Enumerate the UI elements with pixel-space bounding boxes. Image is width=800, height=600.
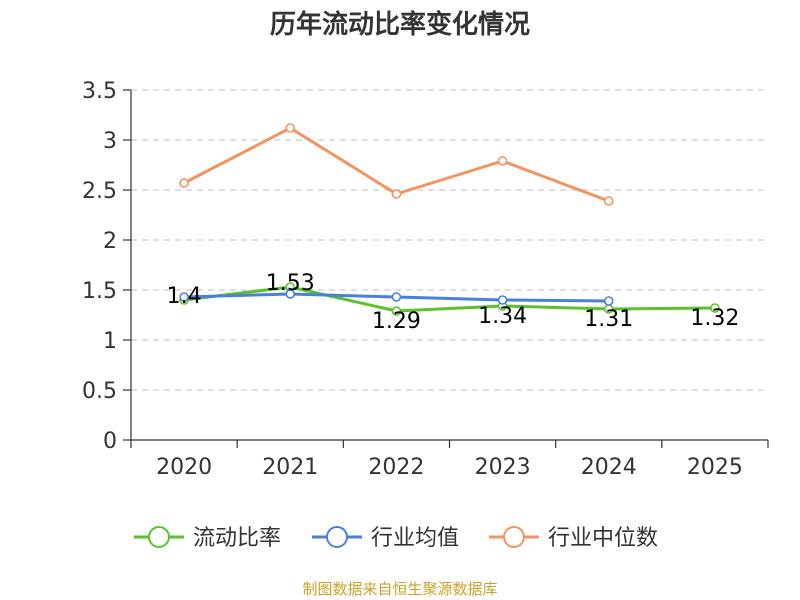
data-point: [391, 292, 402, 302]
data-label: 1.4: [167, 284, 202, 309]
legend-marker: [326, 526, 348, 548]
x-tick-label: 2023: [475, 455, 531, 480]
data-point: [497, 156, 508, 166]
y-tick-label: 2.5: [82, 179, 117, 204]
legend-label: 流动比率: [193, 526, 281, 551]
data-point: [285, 123, 296, 133]
x-tick-label: 2025: [687, 455, 743, 480]
data-point: [179, 292, 189, 302]
data-point: [285, 289, 296, 299]
y-tick-label: 1.5: [82, 279, 117, 304]
data-label: 1.53: [266, 271, 315, 296]
y-tick-label: 2: [103, 229, 117, 254]
data-point: [391, 189, 402, 199]
y-tick-label: 0.5: [82, 379, 117, 404]
legend-label: 行业中位数: [548, 526, 658, 551]
y-tick-label: 3.5: [82, 79, 117, 104]
legend-marker: [503, 526, 525, 548]
x-tick-label: 2021: [262, 455, 318, 480]
source-note: 制图数据来自恒生聚源数据库: [302, 580, 498, 598]
y-tick-label: 3: [103, 129, 117, 154]
x-tick-label: 2022: [368, 455, 424, 480]
chart-title: 历年流动比率变化情况: [269, 10, 530, 40]
legend-marker: [148, 526, 170, 548]
data-point: [710, 303, 720, 313]
legend-label: 行业均值: [371, 526, 459, 551]
y-tick-label: 0: [103, 429, 117, 454]
series-line-0: [183, 285, 715, 313]
data-point: [603, 296, 614, 306]
data-point: [391, 306, 402, 316]
data-point: [179, 178, 189, 188]
data-label: 1.32: [690, 306, 739, 331]
data-label: 1.31: [584, 307, 633, 332]
y-tick-label: 1: [103, 329, 117, 354]
data-point: [497, 295, 508, 305]
x-tick-label: 2020: [156, 455, 212, 480]
x-tick-label: 2024: [581, 455, 637, 480]
data-label: 1.29: [372, 309, 421, 334]
data-point: [603, 196, 614, 206]
data-label: 1.34: [478, 304, 527, 329]
